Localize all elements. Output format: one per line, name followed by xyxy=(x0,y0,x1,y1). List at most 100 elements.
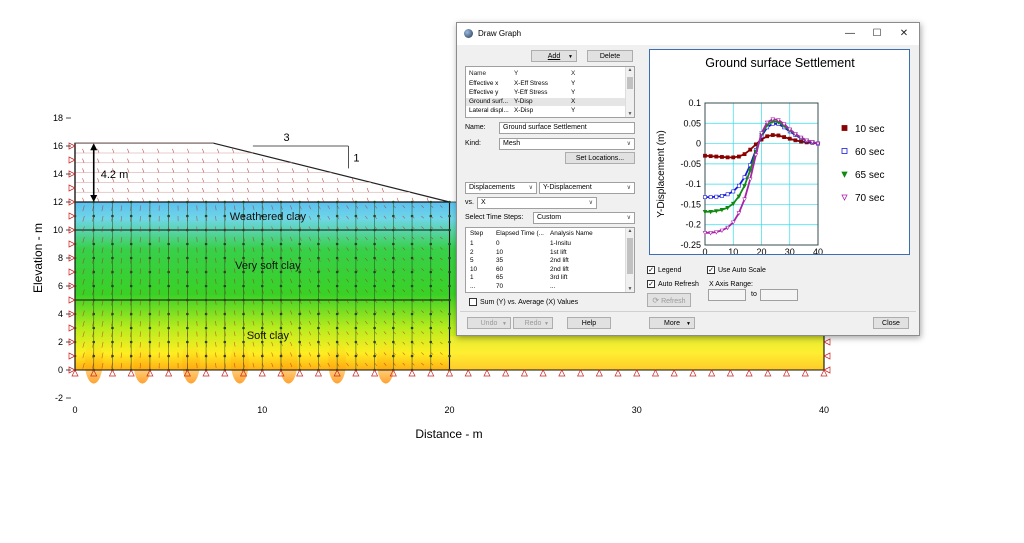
col-step-header[interactable]: Step xyxy=(470,230,484,237)
graph-list-cell: Ground surf... xyxy=(469,98,509,105)
steps-table-row[interactable]: 1 65 3rd lift xyxy=(466,274,627,282)
displacement-arrow xyxy=(430,205,434,208)
y-category-select[interactable]: Displacements xyxy=(465,182,537,194)
support-icon xyxy=(408,369,416,377)
scroll-up-icon[interactable]: ▲ xyxy=(627,67,633,73)
displacement-arrow xyxy=(290,247,293,252)
chart-y-tick: 0 xyxy=(696,139,701,149)
displacement-arrow xyxy=(271,278,274,284)
steps-table-row[interactable]: ... 70... xyxy=(466,283,627,291)
mesh-node xyxy=(373,312,376,316)
graph-list-row[interactable]: Ground surf... Y-Disp X xyxy=(466,98,627,106)
refresh-button[interactable]: ⟳ Refresh xyxy=(647,293,691,307)
more-dropdown-icon[interactable]: ▼ xyxy=(686,321,691,327)
x-axis-title: Distance - m xyxy=(415,427,482,441)
time-steps-select[interactable]: Custom xyxy=(533,212,635,224)
displacement-arrow xyxy=(232,187,235,193)
steps-table-row[interactable]: 10 60 2nd lift xyxy=(466,266,627,274)
redo-dropdown-icon[interactable]: ▼ xyxy=(544,321,549,327)
x-range-max-field[interactable] xyxy=(760,289,798,301)
displacement-arrow xyxy=(82,236,85,243)
graph-list-cell: Y-Eff Stress xyxy=(514,89,548,96)
set-locations-button[interactable]: Set Locations... xyxy=(565,152,635,164)
displacement-arrow xyxy=(421,310,424,313)
mesh-node xyxy=(429,284,433,288)
displacement-arrow xyxy=(130,268,132,275)
displacement-arrow xyxy=(243,278,245,284)
data-point xyxy=(737,183,741,188)
data-point xyxy=(736,211,742,216)
steps-scroll-thumb[interactable] xyxy=(627,238,633,274)
graph-list-row[interactable]: Effective x X-Eff Stress Y xyxy=(466,80,627,88)
data-point xyxy=(720,155,724,159)
close-button[interactable]: Close xyxy=(873,317,909,329)
col-name-header[interactable]: Name xyxy=(469,70,487,77)
steps-table-row[interactable]: 5 35 2nd lift xyxy=(466,257,627,265)
mesh-node xyxy=(223,284,227,288)
minimize-button[interactable]: — xyxy=(845,28,855,39)
delete-button[interactable]: Delete xyxy=(587,50,633,62)
kind-select[interactable]: Mesh xyxy=(499,138,635,150)
scroll-down-icon[interactable]: ▼ xyxy=(627,111,633,117)
mesh-node xyxy=(317,312,320,316)
mesh-node xyxy=(242,200,245,204)
legend-checkbox[interactable]: ✓ xyxy=(647,266,655,274)
redo-button[interactable]: Redo ▼ xyxy=(513,317,553,329)
close-window-button[interactable]: ✕ xyxy=(899,28,909,39)
y-parameter-select[interactable]: Y-Displacement xyxy=(539,182,635,194)
displacement-arrow xyxy=(233,289,236,295)
graph-list-cell: X-Eff Stress xyxy=(514,80,548,87)
auto-refresh-checkbox[interactable]: ✓ xyxy=(647,280,655,288)
x-parameter-select[interactable]: X xyxy=(477,197,597,209)
graph-list-scrollbar[interactable]: ▲ ▼ xyxy=(625,67,634,117)
more-button[interactable]: More ▼ xyxy=(649,317,695,329)
displacement-arrow xyxy=(290,331,293,336)
maximize-button[interactable]: ☐ xyxy=(872,28,882,39)
displacement-arrow xyxy=(355,310,359,314)
displacement-arrow xyxy=(374,205,378,209)
scroll-thumb[interactable] xyxy=(627,77,633,89)
steps-table-row[interactable]: 2 10 1st lift xyxy=(466,249,627,257)
col-y-header[interactable]: Y xyxy=(514,70,519,77)
graph-list-row[interactable]: Lateral displ... X-Disp Y xyxy=(466,107,627,115)
steps-scroll-up-icon[interactable]: ▲ xyxy=(627,228,633,234)
displacement-arrow xyxy=(82,331,85,338)
undo-button[interactable]: Undo ▼ xyxy=(467,317,511,329)
graph-list-row[interactable]: Effective y Y-Eff Stress Y xyxy=(466,89,627,97)
displacement-arrow xyxy=(130,341,132,348)
graph-list[interactable]: Name Y X Effective x X-Eff Stress Y Effecti… xyxy=(465,66,635,118)
x-range-min-field[interactable] xyxy=(708,289,746,301)
displacement-arrow xyxy=(217,187,220,193)
help-button[interactable]: Help xyxy=(567,317,611,329)
displacement-arrow xyxy=(187,158,190,163)
mesh-node xyxy=(298,242,302,246)
displacement-arrow xyxy=(421,268,424,271)
name-field[interactable]: Ground surface Settlement xyxy=(499,122,635,134)
steps-table-cell: 70 xyxy=(496,283,504,290)
col-analysis-header[interactable]: Analysis Name xyxy=(550,230,593,237)
displacement-arrow xyxy=(111,268,113,275)
displacement-arrow xyxy=(215,257,217,263)
displacement-arrow xyxy=(393,236,396,240)
mesh-node xyxy=(373,200,376,204)
displacement-arrow xyxy=(336,289,340,293)
sum-average-checkbox[interactable] xyxy=(469,298,477,306)
steps-table-row[interactable]: 1 0 1-Insitu xyxy=(466,240,627,248)
displacement-arrow xyxy=(290,278,293,284)
add-dropdown-arrow-icon[interactable]: ▼ xyxy=(568,54,573,60)
steps-scroll-down-icon[interactable]: ▼ xyxy=(627,286,633,292)
displacement-arrow xyxy=(127,178,130,183)
data-point xyxy=(753,153,759,158)
data-point xyxy=(770,133,775,137)
use-auto-scale-checkbox[interactable]: ✓ xyxy=(707,266,715,274)
displacement-arrow xyxy=(402,310,406,314)
col-x-header[interactable]: X xyxy=(571,70,576,77)
mesh-node xyxy=(373,284,376,288)
displacement-arrow xyxy=(364,310,368,314)
add-button[interactable]: Add ▼ xyxy=(531,50,577,62)
col-elapsed-header[interactable]: Elapsed Time (... xyxy=(496,230,544,237)
steps-table-scrollbar[interactable]: ▲ ▼ xyxy=(625,228,634,292)
displacement-arrow xyxy=(402,299,406,303)
undo-dropdown-icon[interactable]: ▼ xyxy=(502,321,507,327)
